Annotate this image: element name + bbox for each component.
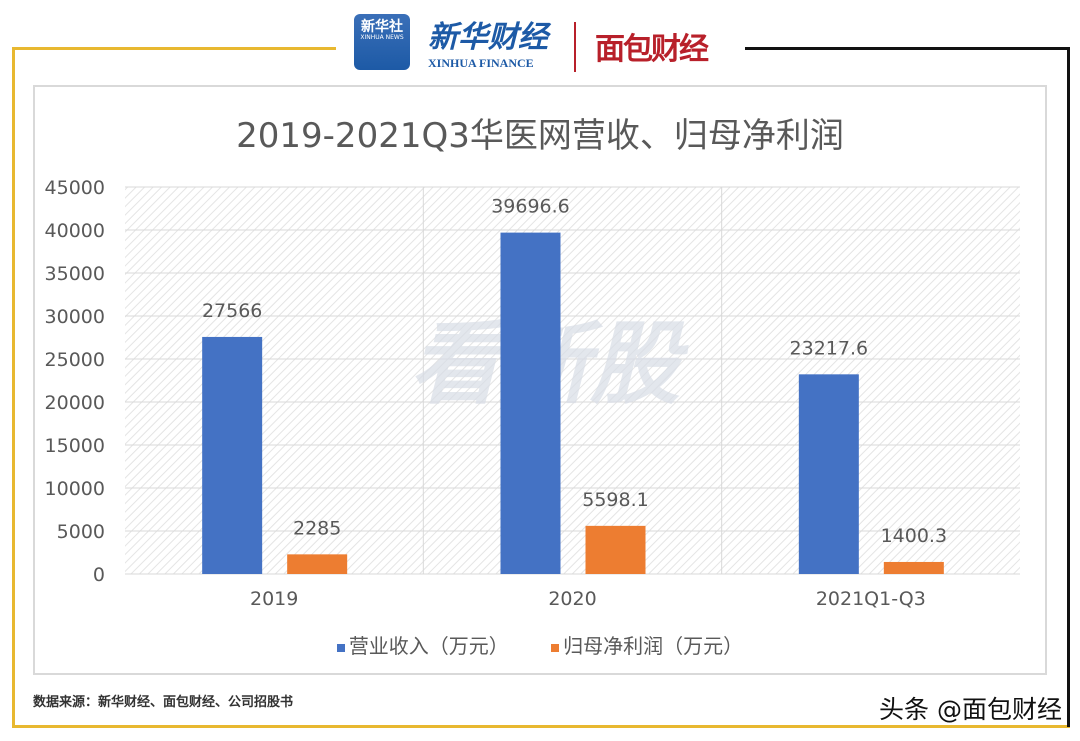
y-tick-label: 15000 (45, 435, 105, 457)
data-label: 2285 (293, 517, 341, 539)
xinhua-news-logo: 新华社 XINHUA NEWS (354, 14, 410, 70)
data-label: 39696.6 (491, 196, 570, 218)
y-tick-label: 35000 (45, 263, 105, 285)
bar-revenue (202, 336, 263, 574)
logo-divider (574, 22, 576, 72)
frame-gold-top (12, 47, 336, 50)
xinhua-finance-logo: 新华财经 (428, 20, 548, 55)
mianbao-logo: 面包财经 (595, 32, 709, 67)
legend-swatch-profit (551, 643, 560, 652)
x-tick-label: 2021Q1-Q3 (816, 588, 926, 610)
data-source: 数据来源：新华财经、面包财经、公司招股书 (33, 695, 294, 710)
data-label: 23217.6 (790, 337, 869, 359)
frame-gold-left (12, 47, 15, 727)
frame-gold-bottom (12, 725, 1070, 728)
bar-profit (883, 561, 944, 574)
bar-profit (287, 554, 348, 574)
x-tick-label: 2019 (250, 588, 298, 610)
y-tick-label: 45000 (45, 177, 105, 199)
legend-profit: 归母净利润（万元） (551, 630, 743, 659)
y-tick-label: 5000 (57, 521, 105, 543)
legend: 营业收入（万元） 归母净利润（万元） (0, 630, 1080, 659)
plot-area (125, 187, 1020, 574)
y-tick-label: 10000 (45, 478, 105, 500)
bar-revenue (798, 374, 859, 574)
toutiao-watermark: 头条 @面包财经 (879, 695, 1062, 724)
bar-revenue (500, 232, 561, 574)
bar-profit (585, 525, 646, 574)
x-tick-label: 2020 (548, 588, 596, 610)
data-label: 27566 (202, 300, 262, 322)
y-tick-label: 25000 (45, 349, 105, 371)
frame-black-right (1067, 47, 1070, 727)
frame-black-top (745, 47, 1070, 50)
y-tick-label: 40000 (45, 220, 105, 242)
xinhua-finance-logo-en: XINHUA FINANCE (428, 56, 534, 70)
legend-revenue: 营业收入（万元） (336, 630, 509, 659)
y-tick-label: 20000 (45, 392, 105, 414)
y-tick-label: 0 (93, 564, 105, 586)
chart-panel (33, 85, 1047, 675)
y-tick-label: 30000 (45, 306, 105, 328)
legend-swatch-revenue (336, 643, 345, 652)
data-label: 1400.3 (881, 525, 947, 547)
data-label: 5598.1 (582, 489, 648, 511)
chart-title: 2019-2021Q3华医网营收、归母净利润 (236, 116, 844, 156)
